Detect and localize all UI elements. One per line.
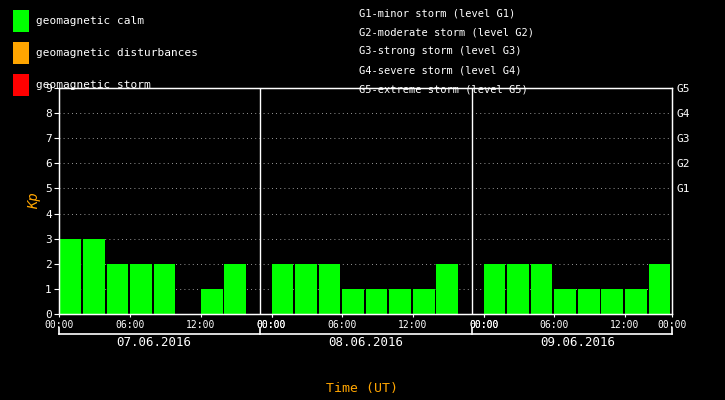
Bar xyxy=(295,264,317,314)
Bar xyxy=(224,264,246,314)
Bar xyxy=(578,289,600,314)
Text: geomagnetic storm: geomagnetic storm xyxy=(36,80,151,90)
Text: Time (UT): Time (UT) xyxy=(326,382,399,395)
Bar xyxy=(318,264,340,314)
Y-axis label: Kp: Kp xyxy=(27,193,41,209)
Bar xyxy=(83,239,104,314)
Text: G1-minor storm (level G1): G1-minor storm (level G1) xyxy=(359,8,515,18)
Bar xyxy=(601,289,623,314)
Bar xyxy=(59,239,81,314)
Bar xyxy=(531,264,552,314)
Bar xyxy=(648,264,670,314)
Text: G5-extreme storm (level G5): G5-extreme storm (level G5) xyxy=(359,85,528,95)
Bar xyxy=(625,289,647,314)
Text: geomagnetic disturbances: geomagnetic disturbances xyxy=(36,48,198,58)
Bar xyxy=(271,264,293,314)
Bar xyxy=(389,289,411,314)
Bar xyxy=(554,289,576,314)
Bar xyxy=(484,264,505,314)
Bar xyxy=(365,289,387,314)
Text: G3-strong storm (level G3): G3-strong storm (level G3) xyxy=(359,46,521,56)
Bar xyxy=(507,264,529,314)
Bar xyxy=(342,289,364,314)
Text: geomagnetic calm: geomagnetic calm xyxy=(36,16,144,26)
Bar xyxy=(130,264,152,314)
Bar xyxy=(107,264,128,314)
Bar xyxy=(436,264,458,314)
Text: G4-severe storm (level G4): G4-severe storm (level G4) xyxy=(359,66,521,76)
Bar xyxy=(154,264,175,314)
Bar xyxy=(413,289,434,314)
Text: 08.06.2016: 08.06.2016 xyxy=(328,336,403,349)
Text: 09.06.2016: 09.06.2016 xyxy=(540,336,616,349)
Bar xyxy=(201,289,223,314)
Text: G2-moderate storm (level G2): G2-moderate storm (level G2) xyxy=(359,27,534,37)
Text: 07.06.2016: 07.06.2016 xyxy=(116,336,191,349)
